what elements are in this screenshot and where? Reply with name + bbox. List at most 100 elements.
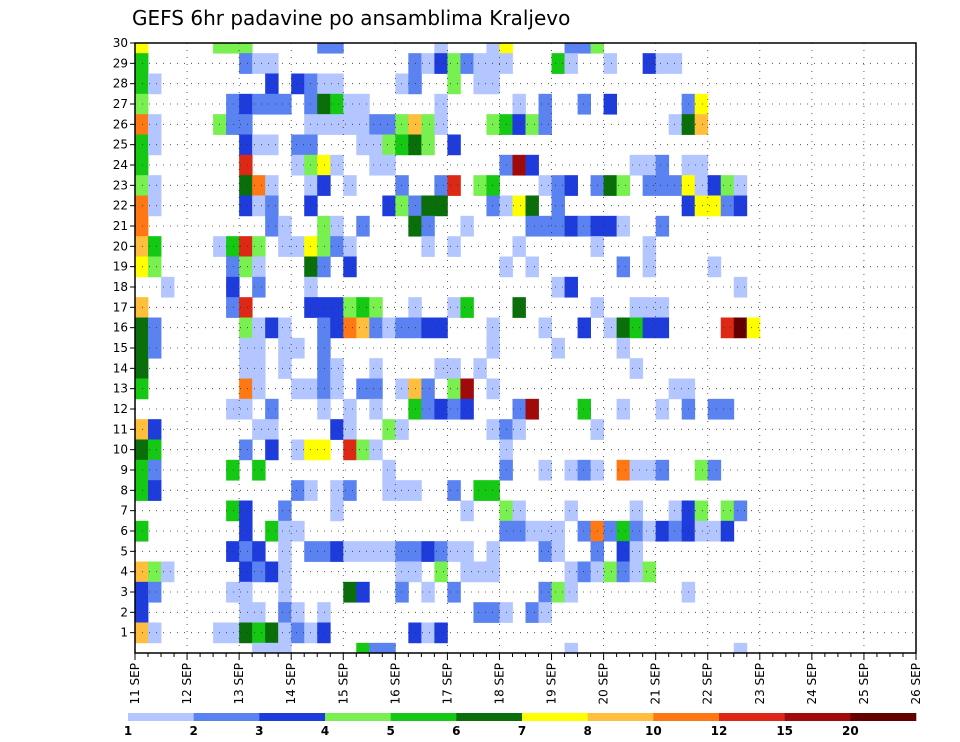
heatmap-cell [525, 520, 539, 542]
x-tick-label: 26 SEP [909, 663, 923, 705]
heatmap-cell [278, 561, 292, 583]
heatmap-cell [486, 175, 500, 196]
heatmap-cell [655, 398, 670, 420]
heatmap-cell [135, 154, 149, 176]
heatmap-cell [707, 520, 722, 542]
heatmap-cell [278, 317, 292, 339]
heatmap-cell [135, 439, 149, 461]
heatmap-cell [668, 114, 683, 135]
heatmap-cell [239, 581, 253, 603]
heatmap-cell [317, 398, 331, 420]
heatmap-cell [434, 53, 448, 74]
heatmap-cell [226, 581, 240, 603]
y-tick-label: 19 [113, 260, 128, 274]
heatmap-cell [317, 439, 331, 461]
heatmap-cell [265, 93, 279, 115]
heatmap-cell [265, 398, 279, 420]
heatmap-cell [382, 317, 396, 339]
heatmap-cell [239, 43, 253, 54]
heatmap-cell [564, 215, 578, 237]
x-tick-label: 18 SEP [492, 663, 506, 705]
heatmap-cell [551, 195, 565, 217]
heatmap-cell [382, 154, 396, 176]
heatmap-cell [278, 541, 292, 562]
heatmap-cell [421, 398, 435, 420]
heatmap-cell [148, 73, 162, 95]
heatmap-cell [395, 419, 409, 440]
heatmap-cell [226, 500, 240, 522]
heatmap-cell [317, 73, 331, 95]
heatmap-cell [356, 215, 370, 237]
heatmap-cell [317, 175, 331, 196]
heatmap-cell [577, 215, 591, 237]
heatmap-cell [356, 541, 370, 562]
y-tick-label: 14 [113, 361, 128, 375]
heatmap-cell [239, 195, 253, 217]
heatmap-cell [382, 459, 396, 481]
heatmap-cell [551, 337, 565, 359]
heatmap-cell [460, 561, 474, 583]
heatmap-cell [382, 114, 396, 135]
heatmap-cell [265, 642, 279, 653]
heatmap-cell [317, 114, 331, 135]
heatmap-cell [590, 43, 604, 54]
heatmap-cell [629, 541, 644, 562]
heatmap-cell [343, 480, 357, 501]
heatmap-cell [421, 378, 435, 400]
heatmap-cell [239, 622, 253, 644]
heatmap-cell [603, 175, 618, 196]
heatmap-cell [421, 215, 435, 237]
heatmap-cell [252, 642, 266, 653]
heatmap-cell [473, 358, 487, 379]
heatmap-cell [135, 73, 149, 95]
y-tick-label: 28 [113, 77, 128, 91]
heatmap-cell [733, 276, 748, 298]
heatmap-cell [603, 520, 618, 542]
colorbar-swatch [325, 713, 391, 721]
heatmap-cell [356, 317, 370, 339]
heatmap-cell [447, 297, 461, 318]
heatmap-cell [395, 480, 409, 501]
heatmap-cell [642, 154, 657, 176]
heatmap-cell [135, 378, 149, 400]
heatmap-cell [148, 256, 162, 278]
heatmap-cell [148, 114, 162, 135]
heatmap-cell [291, 602, 305, 623]
heatmap-cell [642, 256, 657, 278]
heatmap-cell [460, 500, 474, 522]
colorbar-swatch [850, 713, 917, 721]
y-tick-label: 10 [113, 443, 128, 457]
heatmap-cell [395, 561, 409, 583]
heatmap-cell [447, 541, 461, 562]
heatmap-cell [343, 581, 357, 603]
colorbar-swatch [259, 713, 326, 721]
heatmap-cell [291, 520, 305, 542]
heatmap-cell [356, 581, 370, 603]
heatmap-cell [473, 73, 487, 95]
heatmap-cell [447, 134, 461, 156]
heatmap-cell [278, 500, 292, 522]
heatmap-cell [434, 541, 448, 562]
heatmap-cell [564, 276, 578, 298]
heatmap-cell [434, 114, 448, 135]
heatmap-cell [252, 134, 266, 156]
colorbar-label: 12 [711, 724, 728, 738]
y-tick-label: 18 [113, 280, 128, 294]
heatmap-cell [291, 622, 305, 644]
heatmap-cell [239, 297, 253, 318]
heatmap-cell [265, 561, 279, 583]
heatmap-cell [239, 175, 253, 196]
heatmap-cell [239, 53, 253, 74]
heatmap-cell [486, 378, 500, 400]
x-axis: 11 SEP 12 SEP 13 SEP 14 SEP 15 SEP 16 SEP 17 S… [128, 653, 923, 705]
colorbar-swatch [587, 713, 654, 721]
heatmap-cell [694, 114, 709, 135]
heatmap-cell [421, 236, 435, 257]
heatmap-cell [486, 73, 500, 95]
heatmap-cell [694, 500, 709, 522]
heatmap-cell [538, 459, 552, 481]
heatmap-cell [317, 337, 331, 359]
heatmap-cell [265, 175, 279, 196]
heatmap-cell [135, 134, 149, 156]
heatmap-cell [239, 114, 253, 135]
